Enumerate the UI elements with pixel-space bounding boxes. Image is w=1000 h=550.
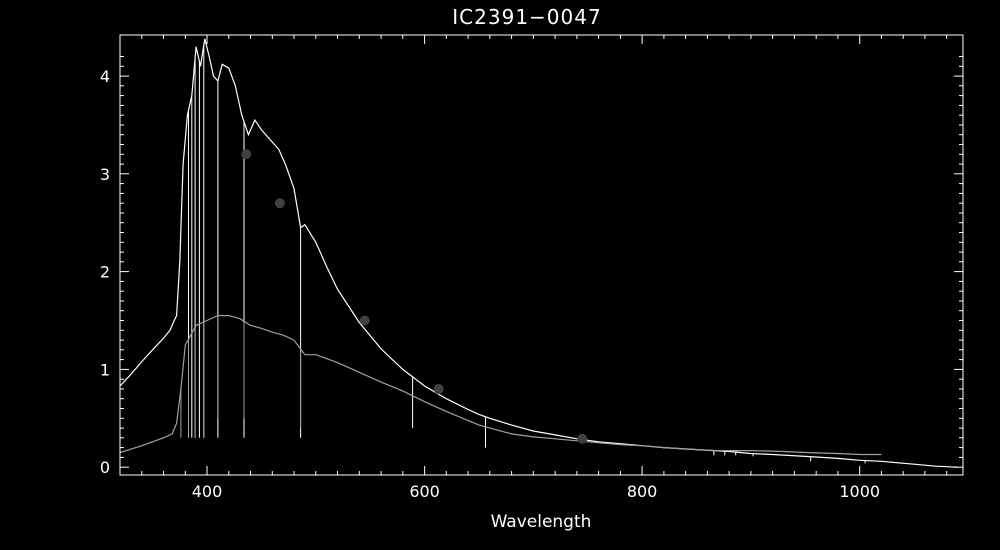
plot-frame [119, 34, 964, 476]
y-tick-label-2: 2 [100, 263, 110, 282]
data-point-5 [577, 433, 588, 444]
x-tick-label-400: 400 [192, 482, 223, 501]
data-point-1 [241, 149, 252, 160]
x-tick-label-600: 600 [409, 482, 440, 501]
ticks-layer: 400 600 800 1000 0 1 2 3 4 [100, 35, 963, 501]
data-point-4 [433, 384, 444, 394]
points-layer [241, 149, 588, 444]
x-tick-label-800: 800 [627, 482, 658, 501]
data-point-3 [359, 315, 370, 326]
data-point-2 [274, 198, 285, 209]
y-tick-label-0: 0 [100, 458, 110, 477]
chart-title: IC2391−0047 [452, 5, 601, 29]
x-axis-label: Wavelength [491, 512, 592, 532]
y-tick-label-4: 4 [100, 67, 110, 86]
x-tick-label-1000: 1000 [839, 482, 880, 501]
series-layer [119, 38, 958, 468]
series-2-line [119, 315, 882, 456]
y-tick-label-3: 3 [100, 165, 110, 184]
series-1-line [119, 38, 958, 468]
y-tick-label-1: 1 [100, 360, 110, 379]
